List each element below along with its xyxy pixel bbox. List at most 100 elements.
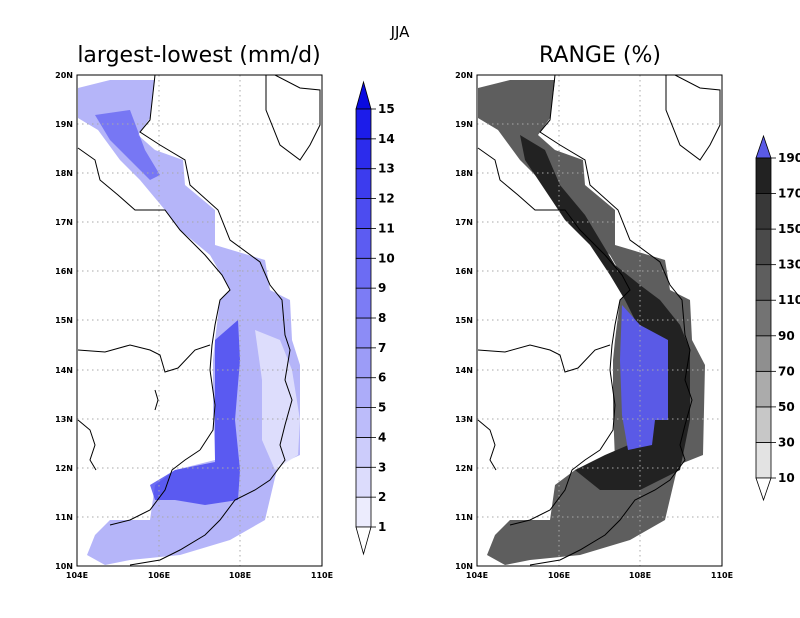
- colorbar-label: 6: [378, 371, 386, 385]
- right-colorbar: 10 30 50 70 90 110 130 150 170 190: [755, 134, 800, 502]
- y-tick-label: 17N: [55, 218, 73, 227]
- y-tick-label: 10N: [55, 562, 73, 571]
- colorbar-segment: [355, 496, 372, 528]
- colorbar-label: 7: [378, 341, 386, 355]
- colorbar-segment: [355, 257, 372, 289]
- colorbar-label: 30: [778, 435, 795, 449]
- colorbar-label: 1: [378, 520, 386, 534]
- right-panel-title: RANGE (%): [539, 43, 661, 68]
- right-x-tick-labels: 104E 106E 108E 110E: [466, 571, 733, 580]
- y-tick-label: 13N: [55, 415, 73, 424]
- colorbar-label: 190: [778, 151, 800, 165]
- x-tick-label: 110E: [311, 571, 333, 580]
- colorbar-label: 11: [378, 221, 395, 235]
- colorbar-label: 90: [778, 329, 795, 343]
- right-range-dark: [520, 135, 690, 490]
- colorbar-label: 4: [378, 430, 386, 444]
- right-range-blue: [620, 305, 668, 450]
- colorbar-label: 130: [778, 258, 800, 272]
- colorbar-label: 50: [778, 400, 795, 414]
- y-tick-label: 13N: [455, 415, 473, 424]
- left-precip-coast-light: [255, 330, 300, 470]
- y-tick-label: 14N: [455, 366, 473, 375]
- y-tick-label: 16N: [455, 267, 473, 276]
- right-map-frame: [476, 74, 723, 567]
- left-map-frame: [76, 74, 323, 567]
- left-map-panel: largest-lowest (mm/d): [55, 43, 395, 580]
- figure-title: JJA: [390, 23, 411, 41]
- colorbar-label: 8: [378, 311, 386, 325]
- colorbar-label: 170: [778, 187, 800, 201]
- colorbar-label: 12: [378, 192, 395, 206]
- colorbar-arrow-bottom: [355, 526, 372, 556]
- colorbar-label: 14: [378, 132, 395, 146]
- y-tick-label: 19N: [55, 120, 73, 129]
- x-tick-label: 104E: [466, 571, 488, 580]
- colorbar-segment: [355, 198, 372, 229]
- colorbar-label: 3: [378, 460, 386, 474]
- y-tick-label: 14N: [55, 366, 73, 375]
- left-panel-title: largest-lowest (mm/d): [77, 43, 320, 68]
- colorbar-segment: [755, 370, 772, 408]
- left-y-tick-labels: 10N 11N 12N 13N 14N 15N 16N 17N 18N 19N …: [55, 71, 73, 571]
- y-tick-label: 11N: [455, 513, 473, 522]
- y-tick-label: 16N: [55, 267, 73, 276]
- colorbar-label: 110: [778, 293, 800, 307]
- colorbar-segment: [755, 299, 772, 337]
- colorbar-segment: [755, 442, 772, 479]
- x-tick-label: 108E: [629, 571, 651, 580]
- x-tick-label: 108E: [229, 571, 251, 580]
- left-x-tick-labels: 104E 106E 108E 110E: [66, 571, 333, 580]
- y-tick-label: 20N: [455, 71, 473, 80]
- y-tick-label: 15N: [55, 316, 73, 325]
- colorbar-segment: [355, 317, 372, 349]
- left-precip-field: [78, 80, 300, 565]
- colorbar-segment: [755, 193, 772, 230]
- x-tick-label: 110E: [711, 571, 733, 580]
- colorbar-label: 2: [378, 490, 386, 504]
- left-map-gridlines: [77, 75, 322, 566]
- y-tick-label: 17N: [455, 218, 473, 227]
- colorbar-segment: [355, 347, 372, 379]
- y-tick-label: 11N: [55, 513, 73, 522]
- left-precip-core: [150, 320, 240, 505]
- colorbar-segment: [755, 264, 772, 301]
- y-tick-label: 18N: [55, 169, 73, 178]
- colorbar-segment: [755, 335, 772, 372]
- colorbar-segment: [355, 168, 372, 199]
- left-coastlines: [77, 75, 321, 566]
- colorbar-label: 15: [378, 102, 395, 116]
- colorbar-segment: [355, 407, 372, 438]
- colorbar-segment: [355, 287, 372, 319]
- colorbar-segment: [355, 437, 372, 468]
- colorbar-segment: [355, 138, 372, 170]
- x-tick-label: 106E: [148, 571, 170, 580]
- colorbar-segment: [755, 157, 772, 194]
- x-tick-label: 106E: [548, 571, 570, 580]
- right-map-gridlines: [477, 75, 722, 566]
- right-map-panel: RANGE (%) 104E 106E: [455, 43, 800, 580]
- colorbar-segment: [355, 466, 372, 498]
- colorbar-label: 10: [378, 251, 395, 265]
- colorbar-segment: [755, 406, 772, 443]
- colorbar-label: 150: [778, 222, 800, 236]
- colorbar-arrow-bottom: [755, 477, 772, 502]
- right-y-tick-labels: 10N 11N 12N 13N 14N 15N 16N 17N 18N 19N …: [455, 71, 473, 571]
- colorbar-label: 13: [378, 162, 395, 176]
- y-tick-label: 10N: [455, 562, 473, 571]
- y-tick-label: 12N: [55, 464, 73, 473]
- colorbar-arrow-top: [355, 80, 372, 110]
- colorbar-segment: [355, 377, 372, 408]
- colorbar-arrow-top: [755, 134, 772, 159]
- colorbar-label: 9: [378, 281, 386, 295]
- colorbar-segment: [755, 228, 772, 266]
- y-tick-label: 15N: [455, 316, 473, 325]
- x-tick-label: 104E: [66, 571, 88, 580]
- y-tick-label: 12N: [455, 464, 473, 473]
- colorbar-segment: [355, 108, 372, 140]
- y-tick-label: 19N: [455, 120, 473, 129]
- colorbar-label: 5: [378, 401, 386, 415]
- y-tick-label: 20N: [55, 71, 73, 80]
- colorbar-segment: [355, 228, 372, 259]
